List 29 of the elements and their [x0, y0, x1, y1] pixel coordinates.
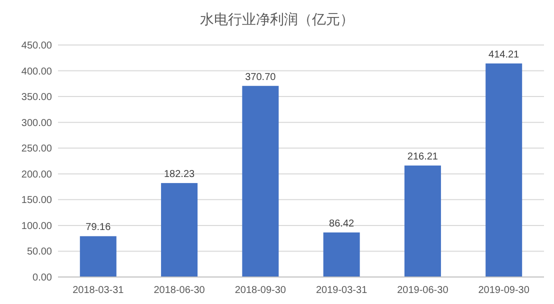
data-label: 79.16: [86, 222, 112, 234]
bar: [486, 63, 522, 277]
data-label: 216.21: [407, 152, 438, 163]
x-tick-label: 2019-09-30: [478, 285, 530, 296]
y-tick-label: 250.00: [21, 144, 52, 155]
y-tick-label: 150.00: [21, 195, 52, 206]
data-label: 86.42: [329, 218, 355, 230]
x-tick-label: 2018-06-30: [154, 285, 206, 296]
y-tick-label: 100.00: [21, 220, 52, 232]
data-label: 370.70: [245, 72, 276, 83]
y-tick-label: 350.00: [21, 92, 52, 104]
y-tick-label: 200.00: [21, 169, 52, 180]
bar: [242, 86, 279, 277]
x-tick-label: 2019-03-31: [316, 285, 368, 296]
bar: [80, 236, 116, 277]
y-tick-label: 50.00: [26, 246, 52, 258]
y-tick-label: 300.00: [21, 118, 52, 129]
y-tick-label: 0.00: [32, 272, 52, 284]
data-label: 182.23: [164, 169, 196, 180]
bar: [404, 166, 441, 277]
x-tick-label: 2018-09-30: [234, 285, 286, 296]
bar: [161, 183, 198, 277]
chart-title: 水电行业净利润（亿元）: [200, 11, 354, 27]
y-tick-label: 400.00: [21, 66, 52, 78]
y-tick-label: 450.00: [21, 40, 52, 52]
data-label: 414.21: [488, 49, 520, 60]
x-tick-label: 2019-06-30: [397, 285, 449, 296]
bar: [323, 232, 360, 277]
x-tick-label: 2018-03-31: [72, 285, 124, 296]
